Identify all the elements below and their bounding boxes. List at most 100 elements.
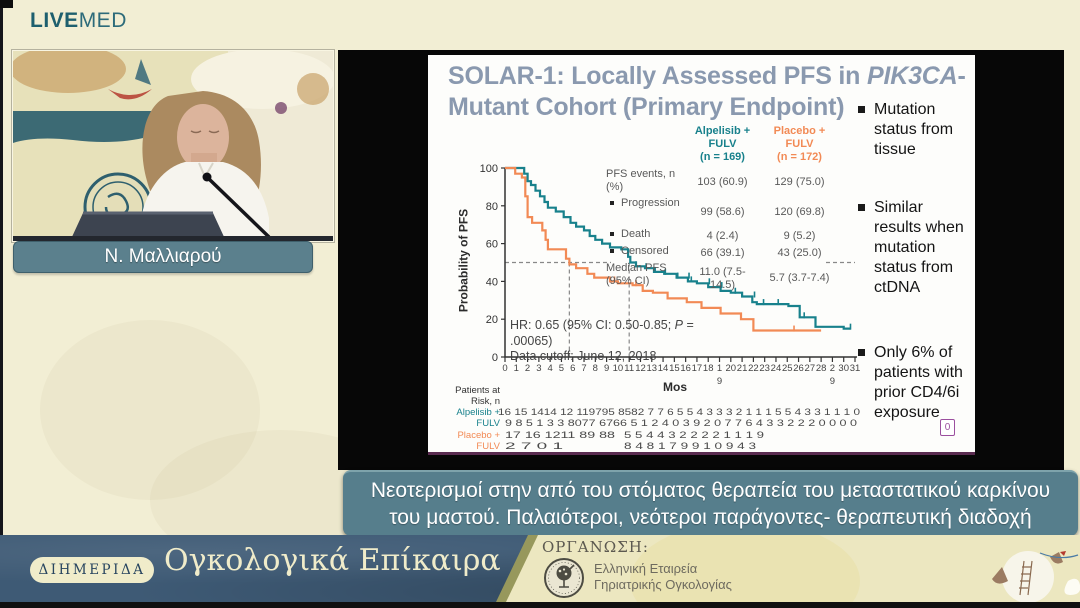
slide-title-text: SOLAR-1: Locally Assessed PFS in xyxy=(448,62,867,90)
stats-value: 11.0 (7.5-14.5) xyxy=(699,265,746,291)
x-tick-label: 26 xyxy=(793,363,804,374)
stats-col-placebo: Placebo + FULV (n = 172) xyxy=(773,125,826,163)
x-tick-label: 18 xyxy=(703,363,714,374)
risk-count-row: 17 16 1211 89 88 xyxy=(505,430,615,440)
bullet-square-icon xyxy=(858,349,865,356)
x-tick-label: 28 xyxy=(816,363,827,374)
session-title-banner: Νεοτερισμοί στην από του στόματος θεραπε… xyxy=(343,470,1078,536)
slide: SOLAR-1: Locally Assessed PFS in PIK3CA-… xyxy=(428,55,975,455)
stats-table: Alpelisib + FULV (n = 169) Placebo + FUL… xyxy=(606,125,838,295)
footer-right-panel: ΟΡΓΑΝΩΣΗ: Ελληνική Εταιρεία Γηριατρικής … xyxy=(500,535,1080,602)
x-tick-label: 23 xyxy=(759,363,770,374)
bullet-square-icon xyxy=(858,106,865,113)
footer: ΟΡΓΑΝΩΣΗ: Ελληνική Εταιρεία Γηριατρικής … xyxy=(0,535,1080,602)
livemed-logo-med: MED xyxy=(78,9,127,32)
y-tick-label: 40 xyxy=(486,276,498,288)
x-tick-label: 1 xyxy=(514,363,519,374)
speaker-name: Ν. Μαλλιαρού xyxy=(104,246,222,267)
bullet-square-icon xyxy=(610,249,614,253)
x-tick-label: 9 xyxy=(604,363,609,374)
stats-col-alpelisib: Alpelisib + FULV (n = 169) xyxy=(694,125,751,163)
y-tick-label: 20 xyxy=(486,314,498,326)
stats-row-label: Death xyxy=(606,228,684,245)
livemed-logo-live: LIVE xyxy=(30,9,79,32)
hr-annotation: HR: 0.65 (95% CI: 0.50-0.85; P = .00065)… xyxy=(510,318,740,365)
stats-row-label: Censored xyxy=(606,245,684,262)
x-tick-label: 20 xyxy=(726,363,737,374)
x-tick-label: 2 xyxy=(830,363,835,374)
slide-title-dash: - xyxy=(957,62,966,90)
organizer-label: ΟΡΓΑΝΩΣΗ: xyxy=(542,538,649,556)
y-tick-label: 80 xyxy=(486,201,498,213)
x-tick-label: 24 xyxy=(771,363,782,374)
session-title-line2: του μαστού. Παλαιότεροι, νεότεροι παράγο… xyxy=(389,506,1032,529)
slide-title-gene: PIK3CA xyxy=(867,62,958,90)
x-tick-label: 25 xyxy=(782,363,793,374)
corner-notch xyxy=(0,0,13,8)
stats-value: 66 (39.1) xyxy=(700,247,745,259)
footer-decoration-balloons xyxy=(980,551,1080,602)
footer-decoration-circle xyxy=(630,535,860,602)
placebo-curve xyxy=(505,166,822,332)
presentation-area: SOLAR-1: Locally Assessed PFS in PIK3CA-… xyxy=(338,50,1064,470)
x-tick-label: 9 xyxy=(717,376,722,387)
x-tick-label: 5 xyxy=(559,363,564,374)
x-tick-label: 14 xyxy=(658,363,669,374)
session-title-line1: Νεοτερισμοί στην από του στόματος θεραπε… xyxy=(370,479,1051,502)
risk-count-row: 9 8 5 1 3 3 8077 6766 5 1 2 4 0 3 9 2 0 … xyxy=(505,418,857,428)
slide-title-line2: Mutant Cohort (Primary Endpoint) xyxy=(448,93,845,121)
slide-title: SOLAR-1: Locally Assessed PFS in PIK3CA-… xyxy=(448,61,968,123)
y-tick-label: 0 xyxy=(492,352,498,364)
x-tick-label: 8 xyxy=(593,363,598,374)
stats-value: 43 (25.0) xyxy=(777,247,822,259)
risk-count-row: 16 15 1414 12 119795 8582 7 7 6 5 5 4 3 … xyxy=(498,407,860,417)
organizer-logo-icon xyxy=(543,557,585,602)
x-tick-label: 9 xyxy=(830,376,835,387)
data-cutoff: Data cutoff: June 12, 2018 xyxy=(510,349,657,363)
event-title: Ογκολογικά Επίκαιρα xyxy=(164,543,501,578)
organizer-name: Ελληνική Εταιρεία Γηριατρικής Ογκολογίας xyxy=(594,561,732,592)
x-tick-label: 13 xyxy=(646,363,657,374)
x-tick-label: 4 xyxy=(548,363,553,374)
speaker-name-label: Ν. Μαλλιαρού xyxy=(13,241,313,273)
livemed-logo: LIVEMED xyxy=(30,9,127,33)
slide-bullet-2: Similar results when mutation status fro… xyxy=(858,198,972,298)
x-tick-label: 31 xyxy=(850,363,861,374)
slide-bullet-1: Mutation status from tissue xyxy=(858,100,972,160)
x-tick-label: 7 xyxy=(581,363,586,374)
bullet-square-icon xyxy=(610,232,614,236)
speaker-video-illustration xyxy=(13,51,333,241)
x-tick-label: 2 xyxy=(525,363,530,374)
risk-row-label-placebo: Placebo + FULV xyxy=(457,430,500,452)
stats-header-spacer xyxy=(606,125,684,168)
x-tick-label: 3 xyxy=(536,363,541,374)
x-tick-label: 22 xyxy=(748,363,759,374)
risk-table-header: Patients at Risk, n xyxy=(455,385,500,407)
x-tick-label: 10 xyxy=(613,363,624,374)
x-tick-label: 21 xyxy=(737,363,748,374)
x-tick-label: 11 xyxy=(624,363,634,374)
stats-row-label: Progression xyxy=(606,197,684,228)
stats-value: 5.7 (3.7-7.4) xyxy=(769,272,830,284)
x-tick-label: 12 xyxy=(635,363,646,374)
y-axis-label: Probability of PFS xyxy=(456,208,471,313)
stats-value: 9 (5.2) xyxy=(783,230,816,242)
stats-value: 103 (60.9) xyxy=(697,176,748,188)
bullet-square-icon xyxy=(610,201,614,205)
x-tick-label: 27 xyxy=(805,363,816,374)
slide-bullet-3: Only 6% of patients with prior CD4/6i ex… xyxy=(858,343,972,423)
x-tick-label: 1 xyxy=(717,363,722,374)
bullet-square-icon xyxy=(858,204,865,211)
x-tick-label: 17 xyxy=(692,363,703,374)
bottom-edge-strip xyxy=(0,602,1080,608)
y-tick-label: 60 xyxy=(486,239,498,251)
alpelisib-curve xyxy=(505,166,851,330)
background-texture xyxy=(40,320,260,500)
risk-count-row: 5 5 4 4 3 2 2 2 2 1 1 1 9 xyxy=(624,430,764,440)
risk-count-row: 2 7 0 1 xyxy=(505,441,563,451)
stats-row-label: PFS events, n (%) xyxy=(606,168,676,193)
stats-value: 4 (2.4) xyxy=(706,230,739,242)
y-tick-label: 100 xyxy=(480,163,498,175)
